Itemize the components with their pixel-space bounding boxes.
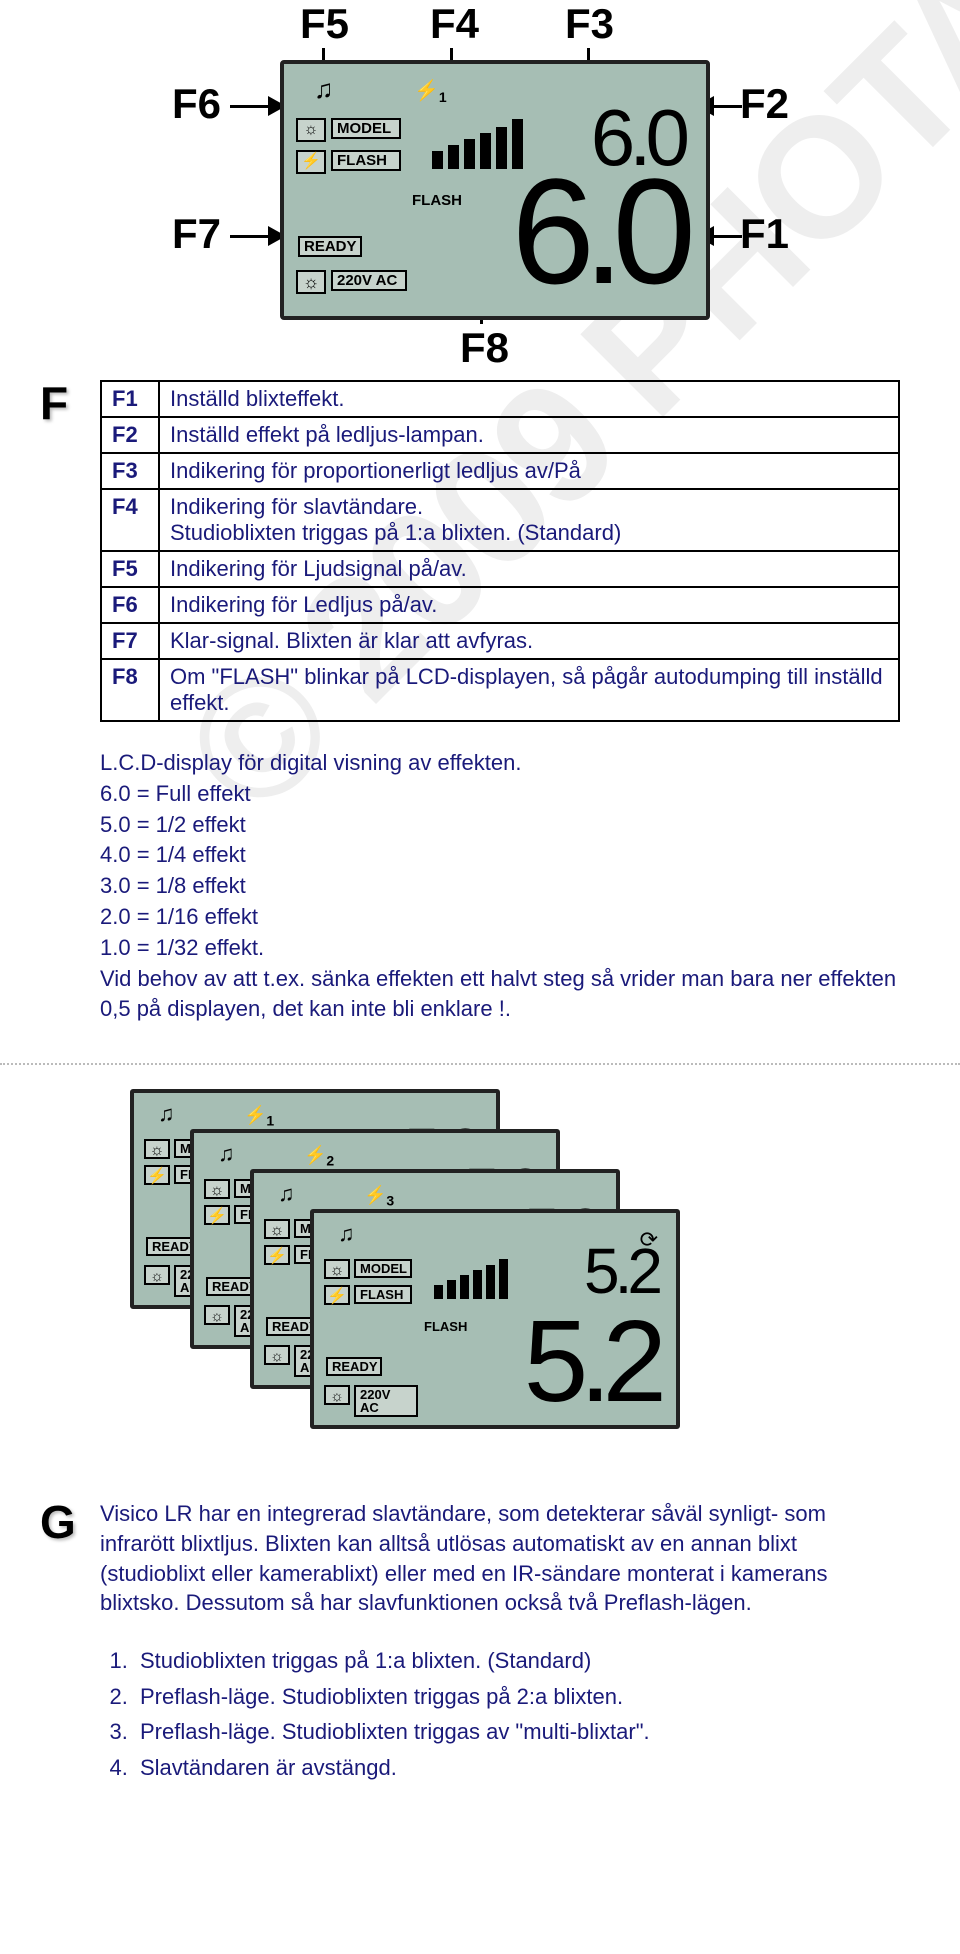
music-icon: ♫: [158, 1101, 175, 1127]
power-sun-icon: ☼: [324, 1385, 350, 1405]
slave-mode-item: Slavtändaren är avstängd.: [134, 1753, 900, 1783]
ftable-key: F1: [101, 381, 159, 417]
slave-bolt-icon: ⚡3: [364, 1185, 394, 1209]
flash-lamp-icon: ⚡: [144, 1165, 170, 1185]
flash-box: FLASH: [331, 150, 401, 171]
small-reading: 5.2: [584, 1239, 658, 1303]
slave-bolt-icon: ⚡1: [414, 78, 447, 105]
ftable-value: Indikering för slavtändare. Studioblixte…: [159, 489, 899, 551]
slave-mode-stack: ♫⚡1☼MODEL⚡FLASHFLASHREADY☼220V AC5.25.2♫…: [130, 1089, 830, 1469]
ftable-value: Inställd effekt på ledljus-lampan.: [159, 417, 899, 453]
ftable-value: Om "FLASH" blinkar på LCD-displayen, så …: [159, 659, 899, 721]
flash-box: FLASH: [354, 1285, 412, 1304]
ready-box: READY: [326, 1357, 382, 1376]
flash-word: FLASH: [424, 1319, 467, 1334]
lcd-main: ♫ ⚡1 ☼ MODEL ⚡ FLASH FLASH READY ☼ 220V …: [280, 60, 710, 320]
callout-F7: F7: [172, 210, 221, 258]
big-reading: 6.0: [511, 156, 684, 306]
slave-bolt-icon: ⚡2: [304, 1145, 334, 1169]
model-lamp-icon: ☼: [296, 118, 326, 142]
model-box: MODEL: [354, 1259, 412, 1278]
signal-bars: [434, 1259, 508, 1299]
callout-F4: F4: [430, 0, 479, 48]
callout-F5: F5: [300, 0, 349, 48]
slave-bolt-icon: ⚡1: [244, 1105, 274, 1129]
ftable-key: F4: [101, 489, 159, 551]
power-sun-icon: ☼: [296, 270, 326, 294]
section-F: F F1Inställd blixteffekt.F2Inställd effe…: [0, 380, 960, 1053]
ftable-key: F7: [101, 623, 159, 659]
section-G-paragraph: Visico LR har en integrerad slavtändare,…: [100, 1499, 900, 1618]
mini-lcd-4: ♫⟳☼MODEL⚡FLASHFLASHREADY☼220V AC5.25.2: [310, 1209, 680, 1429]
slave-mode-item: Studioblixten triggas på 1:a blixten. (S…: [134, 1646, 900, 1676]
music-icon: ♫: [218, 1141, 235, 1167]
ftable-value: Inställd blixteffekt.: [159, 381, 899, 417]
flash-lamp-icon: ⚡: [264, 1245, 290, 1265]
flash-lamp-icon: ⚡: [204, 1205, 230, 1225]
callout-F8: F8: [460, 324, 509, 372]
callout-F1: F1: [740, 210, 789, 258]
ftable-key: F5: [101, 551, 159, 587]
ftable-key: F6: [101, 587, 159, 623]
flash-word: FLASH: [412, 192, 462, 209]
flash-lamp-icon: ⚡: [296, 150, 326, 174]
model-lamp-icon: ☼: [144, 1139, 170, 1159]
ftable-value: Indikering för Ljudsignal på/av.: [159, 551, 899, 587]
ftable-key: F2: [101, 417, 159, 453]
slave-modes-list: Studioblixten triggas på 1:a blixten. (S…: [134, 1646, 900, 1783]
music-icon: ♫: [314, 74, 334, 105]
f-key-table: F1Inställd blixteffekt.F2Inställd effekt…: [100, 380, 900, 722]
ftable-value: Indikering för proportionerligt ledljus …: [159, 453, 899, 489]
slave-mode-item: Preflash-läge. Studioblixten triggas på …: [134, 1682, 900, 1712]
callout-F6: F6: [172, 80, 221, 128]
ftable-value: Klar-signal. Blixten är klar att avfyras…: [159, 623, 899, 659]
slave-mode-item: Preflash-läge. Studioblixten triggas av …: [134, 1717, 900, 1747]
signal-bars: [432, 119, 523, 169]
section-G-letter: G: [40, 1499, 100, 1545]
callout-F3: F3: [565, 0, 614, 48]
power-sun-icon: ☼: [264, 1345, 290, 1365]
music-icon: ♫: [278, 1181, 295, 1207]
section-divider: [0, 1063, 960, 1065]
callout-F2: F2: [740, 80, 789, 128]
power-sun-icon: ☼: [204, 1305, 230, 1325]
ac-box: 220V AC: [331, 270, 407, 291]
ftable-value: Indikering för Ledljus på/av.: [159, 587, 899, 623]
ready-box: READY: [298, 236, 362, 257]
lcd-description: L.C.D-display för digital visning av eff…: [100, 748, 900, 1025]
ftable-key: F8: [101, 659, 159, 721]
music-icon: ♫: [338, 1221, 355, 1247]
model-lamp-icon: ☼: [264, 1219, 290, 1239]
big-reading: 5.2: [524, 1303, 658, 1419]
section-F-letter: F: [40, 380, 100, 426]
model-lamp-icon: ☼: [204, 1179, 230, 1199]
ac-box: 220V AC: [354, 1385, 418, 1417]
power-sun-icon: ☼: [144, 1265, 170, 1285]
model-lamp-icon: ☼: [324, 1259, 350, 1279]
section-G: G Visico LR har en integrerad slavtändar…: [0, 1499, 960, 1809]
ftable-key: F3: [101, 453, 159, 489]
model-box: MODEL: [331, 118, 401, 139]
hero-annotated-lcd: F4 F5 F3 F6 F2 F7 F1 F8 ♫ ⚡1 ☼ MODEL ⚡ F…: [100, 0, 860, 370]
flash-lamp-icon: ⚡: [324, 1285, 350, 1305]
